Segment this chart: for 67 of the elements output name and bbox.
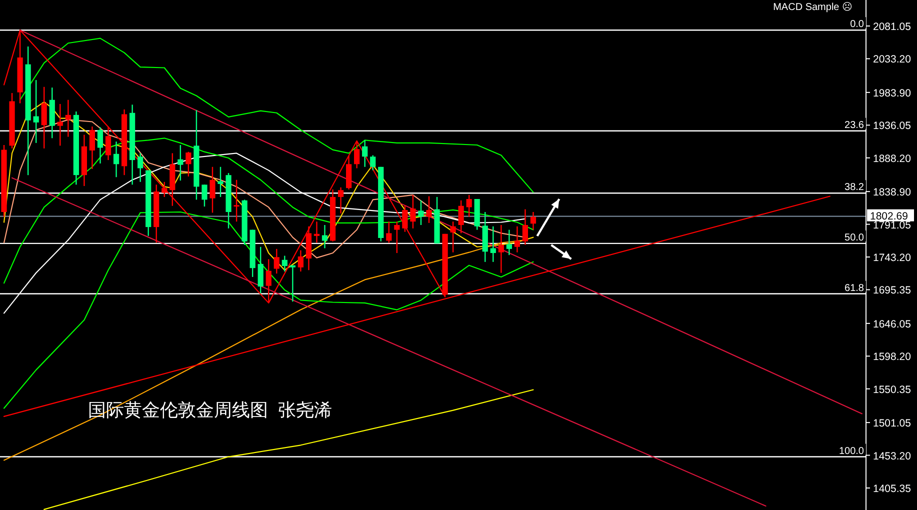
candlestick (362, 140, 368, 168)
y-tick-label: 1598.20 (873, 351, 912, 364)
candlestick (162, 181, 168, 198)
candlestick (258, 246, 264, 294)
y-tick-label: 2081.05 (873, 21, 912, 33)
candlestick (282, 255, 288, 272)
candlestick (138, 152, 144, 183)
y-tick-label: 1983.90 (873, 87, 912, 100)
candlestick (105, 126, 112, 161)
candlestick (498, 224, 504, 274)
candlestick (354, 140, 360, 169)
candlestick (506, 229, 512, 256)
line-series (3, 138, 534, 284)
candlestick (346, 155, 352, 190)
candlestick (410, 194, 416, 230)
annotation: 61.8 (844, 282, 864, 294)
candlestick (65, 99, 71, 138)
candlestick (210, 166, 216, 214)
candlestick (314, 220, 320, 244)
candlestick (426, 196, 432, 224)
annotation: 0.0 (850, 19, 864, 30)
line-series (3, 101, 534, 271)
y-tick-label: 2033.20 (873, 54, 912, 66)
candlestick (274, 248, 280, 274)
candlestick (386, 220, 392, 244)
annotation: 50.0 (844, 232, 864, 244)
y-tick-label: 1405.35 (873, 482, 912, 495)
candlestick (458, 200, 464, 234)
candlestick (97, 126, 104, 164)
candlestick (370, 154, 376, 171)
candlestick (514, 226, 520, 253)
y-tick-label: 1695.35 (873, 284, 912, 297)
candlestick (450, 220, 456, 253)
candlestick (418, 200, 424, 226)
y-tick-label: 1501.05 (873, 418, 912, 430)
annotation: MACD Sample ☹ (773, 1, 852, 13)
y-tick-label: 1888.20 (873, 152, 912, 165)
y-tick-label: 1550.35 (873, 384, 912, 396)
candlestick (113, 140, 120, 178)
candlestick (490, 226, 496, 263)
y-tick-label: 1453.20 (873, 450, 912, 462)
candlestick (33, 79, 39, 144)
candlestick (89, 126, 96, 170)
candlestick (41, 86, 47, 150)
candlestick (530, 211, 536, 230)
annotation: 23.6 (844, 120, 864, 131)
annotation: 100.0 (838, 446, 864, 457)
candlestick (178, 144, 184, 182)
candlestick (218, 166, 224, 198)
candlestick (298, 250, 304, 272)
y-tick-label: 1936.05 (873, 120, 912, 132)
candlestick (290, 264, 296, 302)
candlestick (522, 208, 528, 246)
y-tick-label: 1838.90 (873, 186, 912, 199)
y-tick-label: 1743.20 (873, 252, 912, 264)
y-tick-label: 1646.05 (873, 318, 912, 330)
candlestick (338, 186, 344, 214)
candlestick (57, 103, 63, 146)
candlestick (402, 204, 408, 232)
candlestick (466, 194, 472, 218)
candlestick (234, 179, 240, 222)
line-series (20, 38, 534, 193)
candlestick (202, 184, 208, 208)
candlestick (186, 151, 192, 178)
candlestick (394, 220, 400, 254)
annotation: 38.2 (844, 182, 864, 194)
line-series (44, 389, 534, 510)
